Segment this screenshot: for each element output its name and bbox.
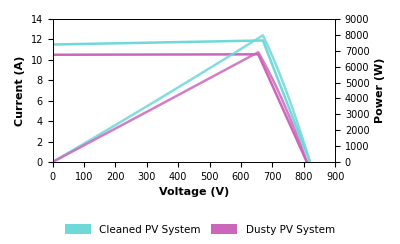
Y-axis label: Power (W): Power (W) [375, 58, 385, 123]
Legend: Cleaned PV System, Dusty PV System: Cleaned PV System, Dusty PV System [61, 220, 339, 239]
X-axis label: Voltage (V): Voltage (V) [159, 187, 229, 197]
Y-axis label: Current (A): Current (A) [15, 55, 25, 126]
